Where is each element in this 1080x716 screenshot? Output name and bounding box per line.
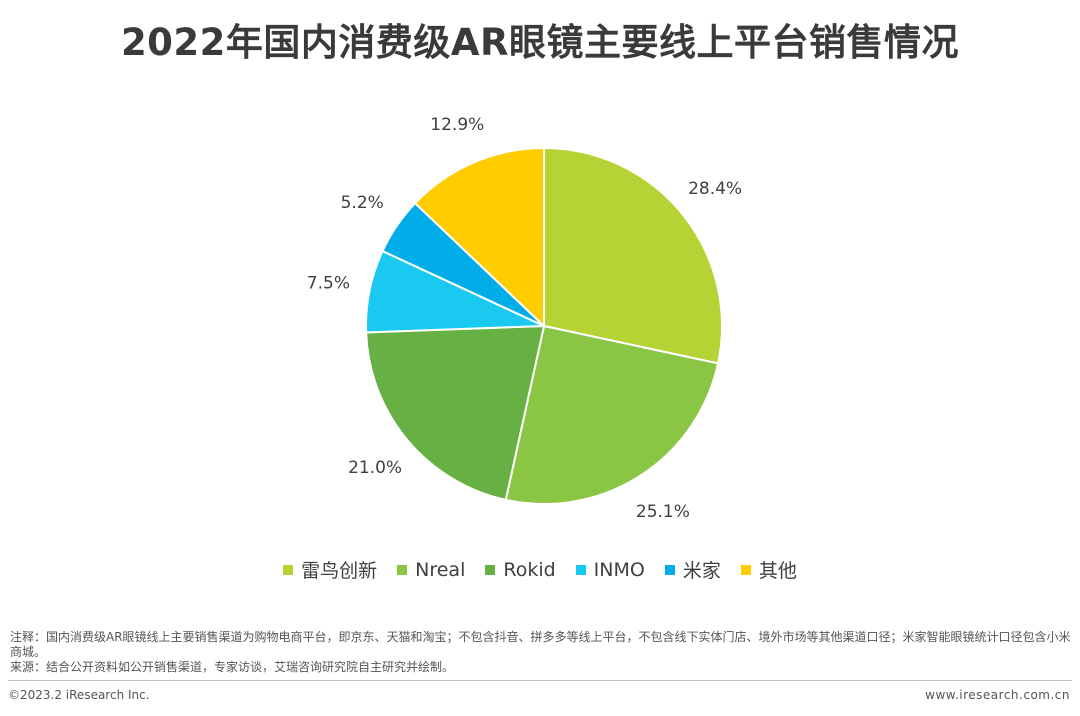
pie-label-0: 28.4%	[688, 179, 742, 199]
source-text: 来源：结合公开资料如公开销售渠道，专家访谈，艾瑞咨询研究院自主研究并绘制。	[10, 660, 455, 674]
pie-labels: 28.4% 25.1% 21.0% 7.5% 5.2% 12.9%	[307, 115, 742, 522]
note-text: 注释：国内消费级AR眼镜线上主要销售渠道为购物电商平台，即京东、天猫和淘宝；不包…	[10, 630, 1071, 659]
copyright-text: ©2023.2 iResearch Inc.	[8, 688, 150, 702]
legend-item-2: Rokid	[485, 558, 556, 581]
legend-item-4: 米家	[664, 556, 721, 583]
legend-swatch	[397, 564, 408, 575]
pie-slice-1	[504, 324, 720, 505]
legend-item-5: 其他	[740, 556, 797, 583]
pie-label-1: 25.1%	[636, 502, 690, 522]
legend-item-3: INMO	[575, 558, 645, 581]
chart-legend: 雷鸟创新 Nreal Rokid INMO 米家 其他	[0, 556, 1080, 583]
legend-label: Nreal	[415, 558, 466, 581]
footer-divider	[8, 680, 1072, 681]
legend-label: Rokid	[503, 558, 556, 581]
pie-label-3: 7.5%	[307, 273, 350, 293]
legend-label: 米家	[682, 560, 721, 582]
pie-slice-2	[365, 324, 546, 502]
pie-slices	[365, 146, 723, 505]
legend-label: 雷鸟创新	[301, 560, 378, 582]
legend-item-1: Nreal	[397, 559, 465, 581]
legend-swatch	[485, 564, 496, 575]
legend-swatch	[664, 564, 675, 575]
chart-title: 2022年国内消费级AR眼镜主要线上平台销售情况	[120, 21, 960, 64]
legend-swatch	[283, 564, 294, 575]
pie-label-2: 21.0%	[348, 458, 402, 478]
legend-label: 其他	[758, 560, 797, 582]
pie-slice-5	[413, 146, 545, 329]
pie-slice-0	[543, 146, 723, 365]
notes-block: 注释：国内消费级AR眼镜线上主要销售渠道为购物电商平台，即京东、天猫和淘宝；不包…	[10, 630, 1072, 675]
legend-item-0: 雷鸟创新	[283, 556, 377, 583]
pie-label-4: 5.2%	[341, 193, 384, 213]
legend-label: INMO	[593, 558, 645, 581]
legend-swatch	[740, 564, 751, 575]
pie-label-5: 12.9%	[430, 115, 484, 135]
website-text: www.iresearch.com.cn	[925, 688, 1070, 702]
legend-swatch	[575, 564, 586, 575]
